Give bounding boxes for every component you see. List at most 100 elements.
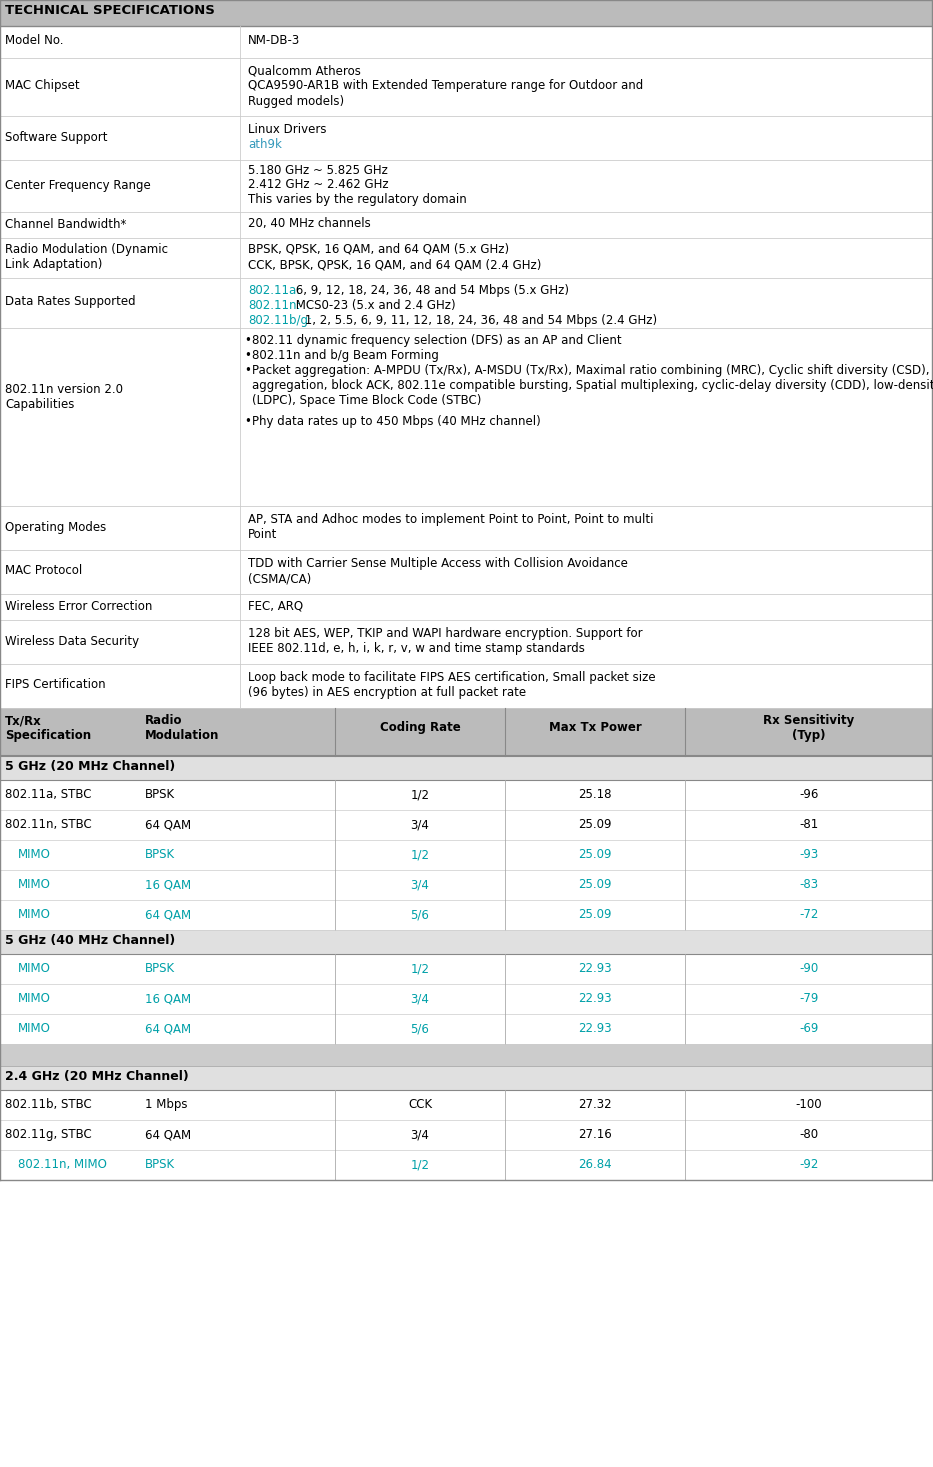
Text: 3/4: 3/4 <box>411 1128 429 1141</box>
Text: 64 QAM: 64 QAM <box>145 908 191 921</box>
Bar <box>0 756 933 780</box>
Text: -69: -69 <box>800 1022 818 1036</box>
Bar <box>0 550 933 594</box>
Text: -100: -100 <box>796 1097 822 1111</box>
Text: •: • <box>244 415 251 428</box>
Text: Packet aggregation: A-MPDU (Tx/Rx), A-MSDU (Tx/Rx), Maximal ratio combining (MRC: Packet aggregation: A-MPDU (Tx/Rx), A-MS… <box>252 364 933 377</box>
Bar <box>0 1090 933 1119</box>
Text: 1/2: 1/2 <box>411 1157 429 1171</box>
Text: 128 bit AES, WEP, TKIP and WAPI hardware encryption. Support for: 128 bit AES, WEP, TKIP and WAPI hardware… <box>248 626 643 640</box>
Text: BPSK, QPSK, 16 QAM, and 64 QAM (5.x GHz): BPSK, QPSK, 16 QAM, and 64 QAM (5.x GHz) <box>248 244 509 257</box>
Text: 802.11 dynamic frequency selection (DFS) as an AP and Client: 802.11 dynamic frequency selection (DFS)… <box>252 334 621 348</box>
Text: CCK: CCK <box>408 1097 432 1111</box>
Text: Qualcomm Atheros: Qualcomm Atheros <box>248 65 361 78</box>
Bar <box>0 160 933 213</box>
Text: MIMO: MIMO <box>18 879 51 890</box>
Text: Tx/Rx: Tx/Rx <box>5 714 42 728</box>
Text: MIMO: MIMO <box>18 908 51 921</box>
Text: 22.93: 22.93 <box>578 962 612 976</box>
Text: MCS0-23 (5.x and 2.4 GHz): MCS0-23 (5.x and 2.4 GHz) <box>292 299 455 312</box>
Text: -79: -79 <box>800 992 818 1005</box>
Text: MIMO: MIMO <box>18 992 51 1005</box>
Text: 25.09: 25.09 <box>578 819 612 830</box>
Text: MIMO: MIMO <box>18 962 51 976</box>
Text: (LDPC), Space Time Block Code (STBC): (LDPC), Space Time Block Code (STBC) <box>252 395 481 406</box>
Text: 5/6: 5/6 <box>411 1022 429 1036</box>
Text: BPSK: BPSK <box>145 788 175 801</box>
Text: ath9k: ath9k <box>248 138 282 151</box>
Bar <box>0 594 933 621</box>
Text: NM-DB-3: NM-DB-3 <box>248 35 300 47</box>
Text: Data Rates Supported: Data Rates Supported <box>5 295 135 308</box>
Text: 22.93: 22.93 <box>578 1022 612 1036</box>
Text: MAC Chipset: MAC Chipset <box>5 79 79 92</box>
Text: TDD with Carrier Sense Multiple Access with Collision Avoidance: TDD with Carrier Sense Multiple Access w… <box>248 557 628 571</box>
Text: 64 QAM: 64 QAM <box>145 1022 191 1036</box>
Bar <box>0 665 933 709</box>
Text: MAC Protocol: MAC Protocol <box>5 565 82 578</box>
Text: 5 GHz (40 MHz Channel): 5 GHz (40 MHz Channel) <box>5 934 175 948</box>
Bar <box>0 116 933 160</box>
Text: Operating Modes: Operating Modes <box>5 521 106 534</box>
Bar <box>0 1067 933 1090</box>
Text: BPSK: BPSK <box>145 1157 175 1171</box>
Text: -96: -96 <box>800 788 818 801</box>
Bar <box>0 1014 933 1045</box>
Text: 802.11n, MIMO: 802.11n, MIMO <box>18 1157 107 1171</box>
Text: 5/6: 5/6 <box>411 908 429 921</box>
Text: Radio: Radio <box>145 714 183 728</box>
Text: 6, 9, 12, 18, 24, 36, 48 and 54 Mbps (5.x GHz): 6, 9, 12, 18, 24, 36, 48 and 54 Mbps (5.… <box>292 285 569 296</box>
Text: This varies by the regulatory domain: This varies by the regulatory domain <box>248 194 466 207</box>
Text: MIMO: MIMO <box>18 848 51 861</box>
Bar <box>0 930 933 954</box>
Text: •: • <box>244 364 251 377</box>
Text: 16 QAM: 16 QAM <box>145 992 191 1005</box>
Text: 25.09: 25.09 <box>578 908 612 921</box>
Text: Software Support: Software Support <box>5 131 107 144</box>
Text: -93: -93 <box>800 848 818 861</box>
Text: Phy data rates up to 450 Mbps (40 MHz channel): Phy data rates up to 450 Mbps (40 MHz ch… <box>252 415 541 428</box>
Bar <box>0 213 933 238</box>
Text: FEC, ARQ: FEC, ARQ <box>248 600 303 613</box>
Text: CCK, BPSK, QPSK, 16 QAM, and 64 QAM (2.4 GHz): CCK, BPSK, QPSK, 16 QAM, and 64 QAM (2.4… <box>248 258 541 271</box>
Text: 802.11g, STBC: 802.11g, STBC <box>5 1128 91 1141</box>
Text: 802.11n:: 802.11n: <box>248 299 300 312</box>
Text: 64 QAM: 64 QAM <box>145 1128 191 1141</box>
Text: Channel Bandwidth*: Channel Bandwidth* <box>5 217 126 230</box>
Text: •: • <box>244 334 251 348</box>
Text: -80: -80 <box>800 1128 818 1141</box>
Text: BPSK: BPSK <box>145 962 175 976</box>
Text: 2.412 GHz ~ 2.462 GHz: 2.412 GHz ~ 2.462 GHz <box>248 179 389 192</box>
Text: 1/2: 1/2 <box>411 962 429 976</box>
Bar <box>0 709 933 756</box>
Text: -92: -92 <box>800 1157 818 1171</box>
Text: Capabilities: Capabilities <box>5 398 75 411</box>
Text: 27.32: 27.32 <box>578 1097 612 1111</box>
Text: Modulation: Modulation <box>145 729 219 742</box>
Bar <box>0 899 933 930</box>
Text: 802.11n and b/g Beam Forming: 802.11n and b/g Beam Forming <box>252 349 439 362</box>
Text: FIPS Certification: FIPS Certification <box>5 679 105 691</box>
Text: Radio Modulation (Dynamic: Radio Modulation (Dynamic <box>5 244 168 257</box>
Text: (Typ): (Typ) <box>792 729 826 742</box>
Text: 802.11n version 2.0: 802.11n version 2.0 <box>5 383 123 396</box>
Text: 1, 2, 5.5, 6, 9, 11, 12, 18, 24, 36, 48 and 54 Mbps (2.4 GHz): 1, 2, 5.5, 6, 9, 11, 12, 18, 24, 36, 48 … <box>301 314 657 327</box>
Text: 3/4: 3/4 <box>411 819 429 830</box>
Text: BPSK: BPSK <box>145 848 175 861</box>
Text: -90: -90 <box>800 962 818 976</box>
Text: -81: -81 <box>800 819 818 830</box>
Text: 27.16: 27.16 <box>578 1128 612 1141</box>
Text: 22.93: 22.93 <box>578 992 612 1005</box>
Bar <box>0 329 933 506</box>
Text: 25.09: 25.09 <box>578 848 612 861</box>
Text: 1/2: 1/2 <box>411 788 429 801</box>
Bar <box>0 1045 933 1067</box>
Bar <box>0 59 933 116</box>
Text: Model No.: Model No. <box>5 35 63 47</box>
Text: Wireless Data Security: Wireless Data Security <box>5 635 139 647</box>
Text: Max Tx Power: Max Tx Power <box>549 720 641 734</box>
Text: •: • <box>244 349 251 362</box>
Text: 26.84: 26.84 <box>578 1157 612 1171</box>
Text: aggregation, block ACK, 802.11e compatible bursting, Spatial multiplexing, cycli: aggregation, block ACK, 802.11e compatib… <box>252 378 933 392</box>
Text: AP, STA and Adhoc modes to implement Point to Point, Point to multi: AP, STA and Adhoc modes to implement Poi… <box>248 513 653 527</box>
